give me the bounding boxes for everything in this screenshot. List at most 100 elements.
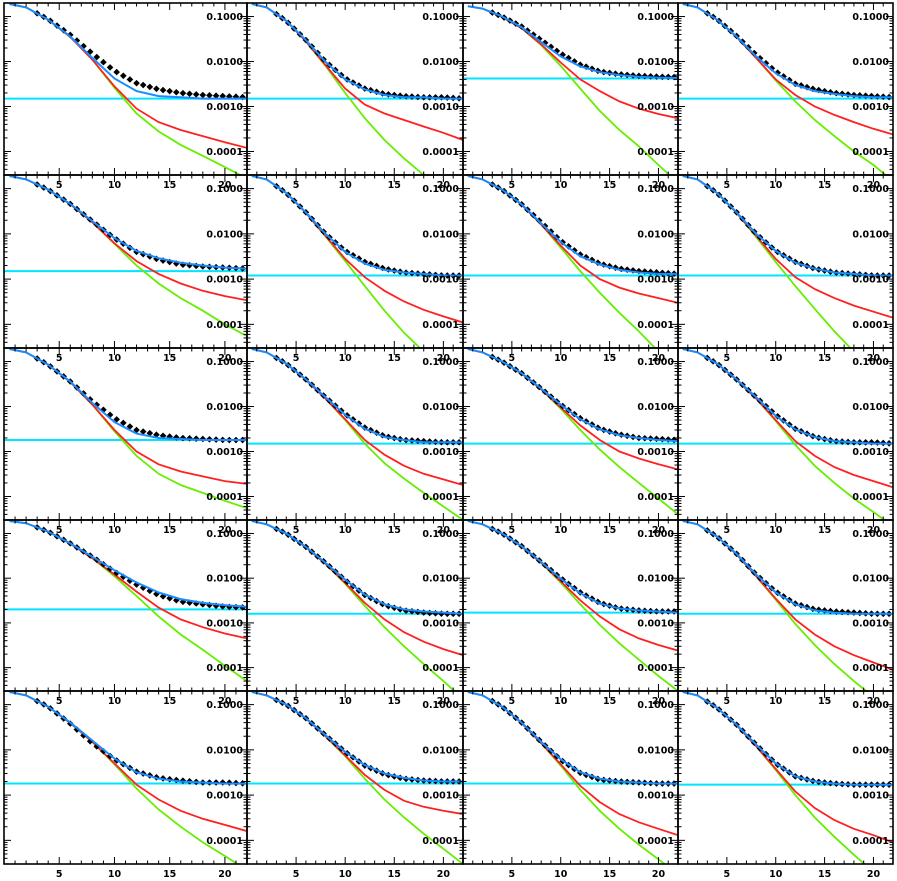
y-tick-label: 0.0010 — [852, 102, 889, 113]
x-tick-label: 20 — [652, 525, 666, 536]
panel-plot-area — [463, 348, 678, 516]
panel-ticks — [463, 347, 678, 521]
observed-point — [113, 416, 120, 423]
x-tick-label: 20 — [437, 180, 451, 191]
y-tick-label: 0.0001 — [206, 320, 243, 331]
x-tick-label: 20 — [437, 696, 451, 707]
x-tick-label: 5 — [293, 869, 300, 880]
observed-point — [66, 31, 74, 39]
y-tick-label: 0.1000 — [422, 357, 459, 368]
panel-plot-area — [678, 3, 893, 175]
observed-point — [582, 63, 590, 71]
panel-plot-area — [463, 691, 678, 864]
x-tick-label: 5 — [509, 353, 516, 364]
y-tick-label: 0.0001 — [852, 492, 889, 503]
x-tick-label: 10 — [769, 525, 783, 536]
observed-point — [219, 603, 226, 610]
panel-19: 0.1000 0.0100 0.0010 0.0001 5 10 15 20 — [462, 690, 679, 880]
x-tick-label: 15 — [163, 869, 176, 880]
y-tick-label: 0.0100 — [206, 745, 243, 756]
total-model-line — [467, 5, 678, 79]
observed-point — [361, 258, 369, 266]
observed-point — [126, 76, 134, 83]
y-tick-label: 0.0100 — [422, 402, 459, 413]
panel-ticks — [247, 347, 463, 521]
observed-point — [219, 92, 226, 100]
panel-4: 0.1000 0.0100 0.0010 0.0001 5 10 15 20 — [677, 2, 894, 191]
observed-point — [232, 93, 240, 101]
y-tick-label: 0.0100 — [422, 57, 459, 68]
observed-point — [126, 423, 134, 430]
x-tick-label: 15 — [163, 353, 176, 364]
panel-plot-area — [463, 520, 678, 691]
observed-point — [119, 72, 127, 80]
x-tick-label: 20 — [218, 525, 232, 536]
panel-2: 0.1000 0.0100 0.0010 0.0001 5 10 15 20 — [246, 2, 464, 191]
y-tick-label: 0.0001 — [422, 663, 459, 674]
x-tick-label: 15 — [388, 525, 401, 536]
total-model-line — [467, 348, 678, 443]
observed-point — [367, 260, 375, 268]
y-tick-label: 0.0001 — [637, 147, 674, 158]
y-tick-label: 0.0100 — [637, 229, 674, 240]
y-tick-label: 0.0001 — [637, 836, 674, 847]
x-tick-label: 10 — [769, 180, 783, 191]
panel-plot-area — [678, 691, 893, 864]
total-model-line — [682, 3, 893, 99]
y-tick-label: 0.0010 — [637, 102, 674, 113]
y-tick-label: 0.1000 — [206, 357, 243, 368]
x-tick-label: 15 — [603, 869, 616, 880]
y-tick-label: 0.0001 — [637, 663, 674, 674]
y-tick-label: 0.1000 — [637, 529, 674, 540]
x-tick-label: 15 — [603, 180, 616, 191]
panel-plot-area — [678, 348, 893, 520]
observed-point — [367, 426, 375, 434]
y-tick-label: 0.1000 — [852, 529, 889, 540]
y-tick-label: 0.1000 — [422, 529, 459, 540]
observed-point — [139, 81, 147, 89]
x-tick-label: 20 — [437, 353, 451, 364]
y-tick-label: 0.1000 — [206, 529, 243, 540]
y-tick-label: 0.0001 — [422, 320, 459, 331]
observed-point — [146, 83, 154, 91]
observed-point — [133, 79, 140, 87]
x-tick-label: 5 — [56, 353, 63, 364]
total-model-line — [9, 175, 247, 270]
observed-point — [106, 64, 114, 71]
x-tick-label: 20 — [437, 525, 451, 536]
x-tick-label: 15 — [163, 696, 176, 707]
observed-point — [803, 83, 811, 91]
y-tick-label: 0.0010 — [206, 275, 243, 286]
x-tick-label: 5 — [724, 353, 731, 364]
y-tick-label: 0.0001 — [852, 320, 889, 331]
total-model-line — [9, 520, 247, 608]
panel-plot-area — [247, 3, 463, 175]
x-tick-label: 10 — [554, 353, 568, 364]
observed-point — [606, 262, 613, 270]
x-tick-label: 20 — [218, 180, 232, 191]
y-tick-label: 0.0100 — [637, 402, 674, 413]
panel-16: 0.1000 0.0100 0.0010 0.0001 5 10 15 20 — [677, 519, 894, 707]
x-tick-label: 5 — [56, 180, 63, 191]
panel-14: 0.1000 0.0100 0.0010 0.0001 5 10 15 20 — [246, 519, 464, 707]
y-tick-label: 0.0001 — [206, 836, 243, 847]
observed-point — [179, 89, 187, 97]
x-tick-label: 5 — [56, 869, 63, 880]
total-model-line — [251, 175, 463, 277]
panel-plot-area — [4, 3, 247, 175]
observed-point — [146, 587, 154, 595]
x-tick-label: 20 — [218, 353, 232, 364]
x-tick-label: 10 — [339, 525, 353, 536]
x-tick-label: 15 — [818, 869, 831, 880]
y-tick-label: 0.0100 — [852, 57, 889, 68]
x-tick-label: 5 — [293, 525, 300, 536]
x-tick-label: 5 — [293, 180, 300, 191]
x-tick-label: 5 — [724, 696, 731, 707]
y-tick-label: 0.0001 — [206, 492, 243, 503]
y-tick-label: 0.0010 — [852, 791, 889, 802]
y-tick-label: 0.0010 — [852, 618, 889, 629]
x-tick-label: 15 — [163, 525, 176, 536]
x-tick-label: 5 — [724, 525, 731, 536]
total-model-line — [467, 691, 678, 785]
observed-point — [153, 431, 160, 439]
